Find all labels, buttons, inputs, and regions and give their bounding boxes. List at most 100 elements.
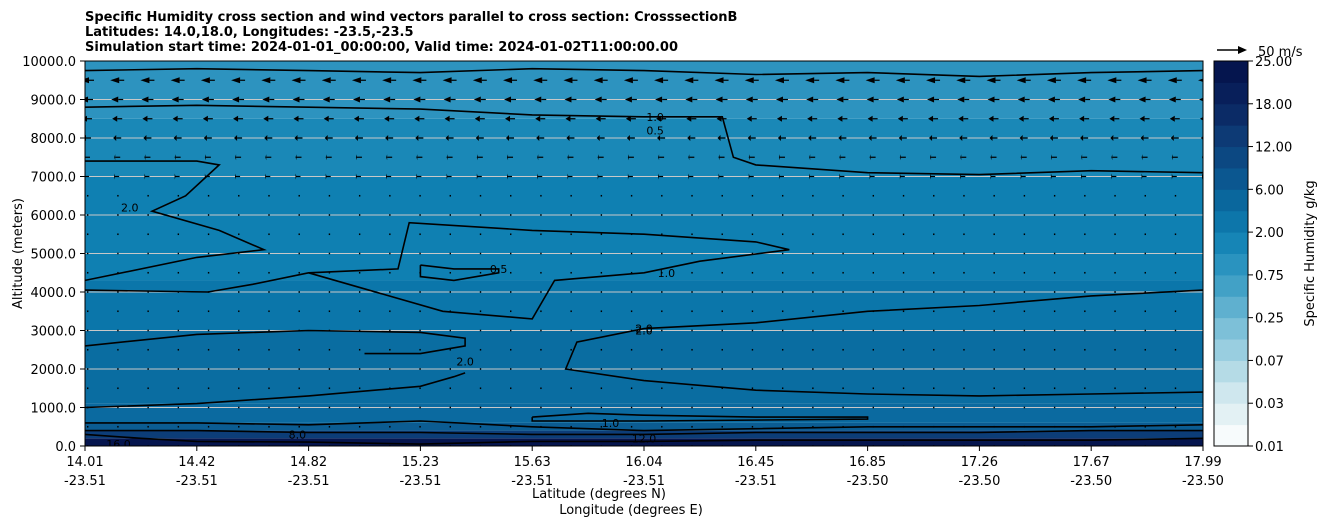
wind-dot [993, 271, 995, 274]
quiver-key-arrow-icon [1238, 46, 1247, 54]
wind-dot [389, 252, 391, 255]
wind-dot [419, 368, 421, 370]
wind-dot [570, 194, 572, 197]
wind-dot [751, 233, 754, 236]
wind-dot [117, 387, 119, 390]
contour-line-0 [85, 67, 1203, 78]
wind-dot [510, 291, 512, 293]
wind-dot [1053, 194, 1056, 197]
title-line-2: Latitudes: 14.0,18.0, Longitudes: -23.5,… [85, 25, 414, 40]
wind-dot [1114, 387, 1116, 390]
wind-dot [207, 368, 210, 370]
wind-dot [479, 368, 482, 370]
wind-arrow [1167, 77, 1177, 84]
colorbar-segment-6 [1214, 296, 1248, 319]
wind-dot [177, 387, 180, 390]
wind-dot [207, 387, 210, 390]
wind-dot [479, 252, 482, 255]
wind-arrow [625, 115, 631, 122]
wind-dot [751, 252, 754, 255]
wind-dot [87, 368, 89, 370]
wind-dot [510, 252, 512, 255]
wind-dot [117, 348, 119, 351]
wind-dot [510, 329, 512, 332]
wind-dot [842, 329, 844, 332]
wind-dot [751, 425, 754, 428]
wind-dot [177, 194, 180, 197]
wind-arrow [473, 96, 481, 103]
colorbar-segment-3 [1214, 360, 1248, 383]
wind-arrow [1171, 154, 1173, 161]
wind-dot [510, 348, 512, 351]
wind-dot [630, 329, 633, 332]
wind-dot [963, 406, 965, 409]
wind-dot [207, 214, 210, 216]
wind-dot [328, 406, 331, 409]
wind-dot [570, 233, 572, 236]
wind-dot [842, 233, 844, 236]
wind-dot [147, 252, 149, 255]
wind-dot [1053, 252, 1056, 255]
wind-arrow [114, 154, 116, 161]
wind-dot [1205, 330, 1206, 332]
wind-arrow [746, 115, 752, 122]
wind-dot [87, 194, 89, 197]
wind-dot [1023, 214, 1026, 216]
wind-dot [570, 252, 572, 255]
wind-dot [87, 329, 89, 332]
wind-arrow [1139, 115, 1145, 122]
wind-dot [1205, 272, 1206, 274]
wind-dot [963, 252, 965, 255]
wind-dot [419, 329, 421, 332]
wind-dot [1053, 214, 1056, 216]
wind-dot [1144, 387, 1146, 390]
wind-dot [600, 329, 603, 332]
wind-dot [721, 233, 723, 236]
colorbar-segment-11 [1214, 189, 1248, 212]
wind-dot [389, 368, 391, 370]
wind-dot [268, 425, 270, 428]
wind-dot [207, 252, 210, 255]
wind-arrow [565, 115, 571, 122]
x-tick-label-lat-3: 15.23 [402, 455, 439, 470]
wind-arrow [170, 77, 180, 84]
contour-label-2: 2.0 [121, 201, 139, 214]
wind-dot [812, 329, 814, 332]
wind-arrow [806, 96, 814, 103]
wind-arrow [869, 154, 871, 161]
wind-dot [691, 425, 693, 428]
wind-arrow [233, 115, 239, 122]
wind-arrow [202, 115, 208, 122]
wind-dot [1114, 252, 1116, 255]
wind-dot [177, 329, 180, 332]
colorbar-tick-label-3: 0.25 [1255, 312, 1284, 327]
wind-dot [87, 214, 89, 216]
x-tick-label-lon-4: -23.51 [511, 474, 553, 489]
wind-dot [207, 310, 210, 313]
wind-dot [1205, 349, 1206, 351]
contour-label-4: 0.5 [490, 263, 508, 276]
wind-arrow [654, 77, 664, 84]
wind-arrow [1018, 115, 1024, 122]
wind-arrow [987, 96, 995, 103]
wind-dot [87, 271, 89, 274]
wind-dot [691, 348, 693, 351]
wind-arrow [113, 135, 117, 141]
wind-dot [933, 194, 935, 197]
wind-dot [842, 387, 844, 390]
wind-dot [147, 214, 149, 216]
wind-dot [238, 233, 240, 236]
wind-dot [661, 233, 663, 236]
wind-dot [1023, 425, 1026, 428]
y-tick-label-7: 7000.0 [31, 171, 77, 186]
wind-dot [540, 348, 542, 351]
wind-dot [963, 310, 965, 313]
wind-dot [449, 194, 451, 197]
colorbar-segment-12 [1214, 167, 1248, 190]
wind-arrow [898, 135, 902, 141]
wind-arrow [775, 96, 783, 103]
wind-dot [933, 406, 935, 409]
wind-dot [1205, 310, 1206, 312]
wind-arrow [777, 135, 781, 141]
wind-dot [933, 348, 935, 351]
